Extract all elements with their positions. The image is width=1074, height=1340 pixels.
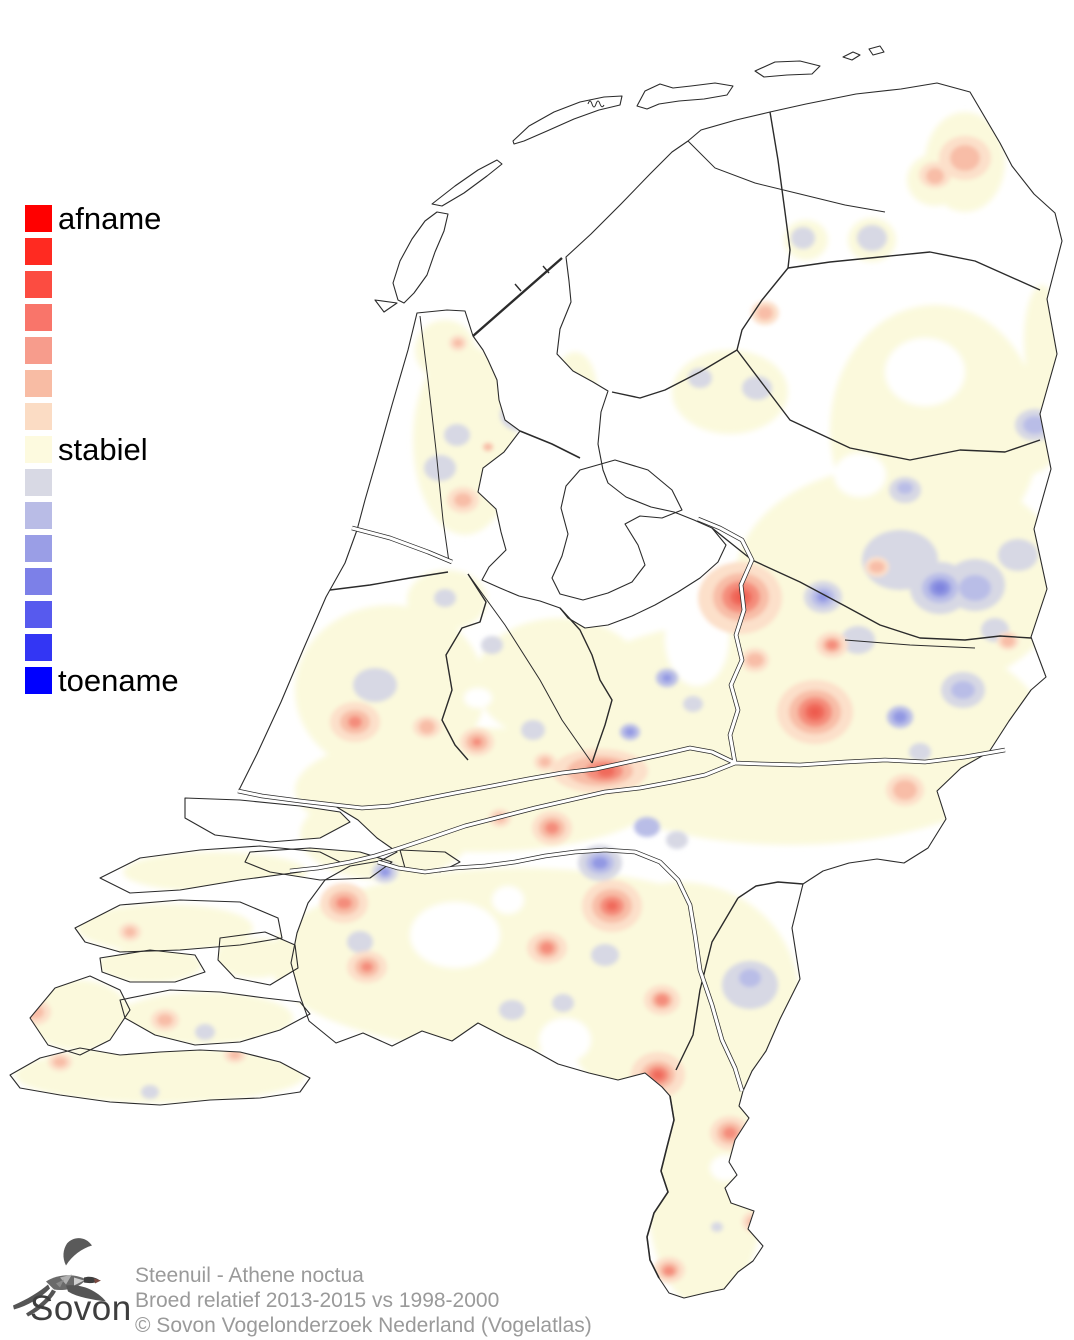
legend-swatch bbox=[25, 337, 52, 364]
legend-swatch bbox=[25, 469, 52, 496]
legend-swatch bbox=[25, 601, 52, 628]
legend-swatch bbox=[25, 238, 52, 265]
legend-swatch bbox=[25, 370, 52, 397]
legend-swatch bbox=[25, 271, 52, 298]
legend-swatch bbox=[25, 205, 52, 232]
density-layer bbox=[15, 112, 1062, 1298]
caption-species: Steenuil - Athene noctua bbox=[135, 1264, 364, 1287]
legend-swatch bbox=[25, 304, 52, 331]
rivers bbox=[237, 516, 1006, 1092]
legend-label-afname: afname bbox=[58, 201, 162, 236]
swallow-icon bbox=[13, 1238, 106, 1317]
legend-swatch bbox=[25, 535, 52, 562]
caption-metric: Broed relatief 2013-2015 vs 1998-2000 bbox=[135, 1289, 500, 1312]
coastline-and-borders bbox=[9, 45, 1063, 1299]
canals bbox=[419, 100, 976, 764]
map-caption: Steenuil - Athene noctua Broed relatief … bbox=[135, 1263, 592, 1338]
legend-swatch bbox=[25, 667, 52, 694]
legend-swatches bbox=[25, 205, 52, 694]
legend-swatch bbox=[25, 436, 52, 463]
legend-label-stabiel: stabiel bbox=[58, 432, 148, 467]
logo-text: Sovon bbox=[30, 1289, 132, 1328]
province-borders bbox=[329, 111, 1041, 1071]
sovon-logo: Sovon bbox=[10, 1226, 135, 1336]
maas-border-limburg bbox=[646, 1095, 675, 1279]
legend-swatch bbox=[25, 403, 52, 430]
legend-swatch bbox=[25, 568, 52, 595]
legend: afname stabiel toename bbox=[25, 203, 179, 700]
dikes bbox=[472, 257, 581, 459]
legend-swatch bbox=[25, 634, 52, 661]
legend-label-toename: toename bbox=[58, 663, 179, 698]
legend-swatch bbox=[25, 502, 52, 529]
caption-copyright: © Sovon Vogelonderzoek Nederland (Vogela… bbox=[135, 1314, 592, 1337]
